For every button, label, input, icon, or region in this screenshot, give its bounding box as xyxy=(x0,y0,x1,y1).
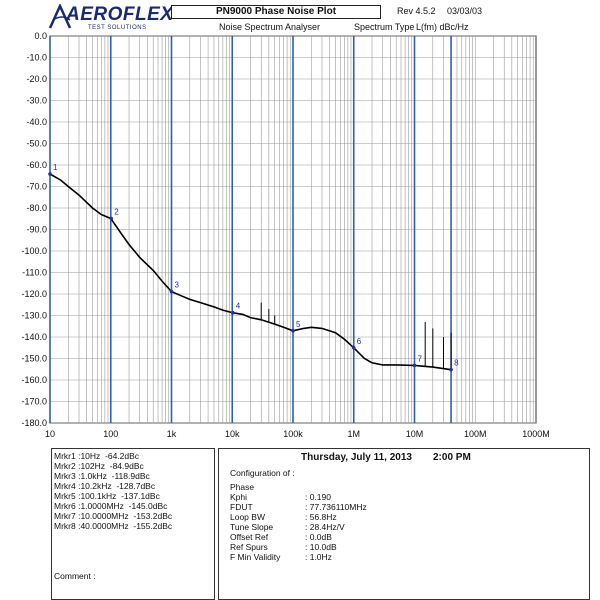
marker-label: 8 xyxy=(454,359,459,368)
x-tick-label: 10M xyxy=(406,429,424,439)
logo-subtext: TEST SOLUTIONS xyxy=(88,25,147,31)
config-label-tune-slope: Tune Slope xyxy=(230,522,274,532)
series-layer xyxy=(49,173,452,371)
x-tick-label: 100M xyxy=(464,429,487,439)
configuration-panel: Thursday, July 11, 2013 2:00 PM Configur… xyxy=(218,448,590,600)
y-tick-label: -170.0 xyxy=(21,397,47,407)
config-value-fdut: : 77.736110MHz xyxy=(305,502,367,512)
y-tick-label: -120.0 xyxy=(21,289,47,299)
config-value-loop-bw: : 56.8Hz xyxy=(305,512,337,522)
y-tick-label: -160.0 xyxy=(21,375,47,385)
revision-date: 03/03/03 xyxy=(447,6,483,16)
y-tick-label: -10.0 xyxy=(26,53,47,63)
marker-label: 6 xyxy=(357,337,362,346)
config-label-fdut: FDUT xyxy=(230,502,253,512)
logo-swoosh-icon xyxy=(48,4,72,29)
y-tick-label: -70.0 xyxy=(26,182,47,192)
config-value-kphi: : 0.190 xyxy=(305,492,331,502)
marker-label: 1 xyxy=(53,163,58,172)
marker-readout-4: Mrkr4 :10.2kHz -128.7dBc xyxy=(54,481,156,491)
y-tick-label: -180.0 xyxy=(21,418,47,428)
config-value-offset-ref: : 0.0dB xyxy=(305,532,332,542)
marker-readout-panel: Mrkr1 :10Hz -64.2dBc Mrkr2 :102Hz -84.9d… xyxy=(51,448,215,600)
y-tick-label: -110.0 xyxy=(22,268,47,278)
marker-readout-5: Mrkr5 :100.1kHz -137.1dBc xyxy=(54,491,160,501)
phase-noise-chart: 0.0 -10.0 -20.0 -30.0 -40.0 -50.0 -60.0 -70.0 -8… xyxy=(21,31,550,439)
chart-grid xyxy=(49,35,537,424)
y-tick-label: -30.0 xyxy=(26,96,47,106)
measurement-date: Thursday, July 11, 2013 xyxy=(301,452,412,463)
y-tick-label: -150.0 xyxy=(21,354,47,364)
config-label-offset-ref: Offset Ref xyxy=(230,532,269,542)
config-label-ref-spurs: Ref Spurs xyxy=(230,542,268,552)
config-value-tune-slope: : 28.4Hz/V xyxy=(305,522,345,532)
marker-point xyxy=(412,363,417,368)
y-tick-label: -130.0 xyxy=(21,311,47,321)
y-tick-label: -50.0 xyxy=(26,139,47,149)
comment-label: Comment : xyxy=(54,571,96,581)
x-tick-label: 100k xyxy=(283,429,303,439)
measurement-time: 2:00 PM xyxy=(433,452,471,463)
marker-readout-8: Mrkr8 :40.0000MHz -155.2dBc xyxy=(54,521,173,531)
config-label-loop-bw: Loop BW xyxy=(230,512,265,522)
marker-point xyxy=(449,367,453,372)
config-label-f-min-validity: F Min Validity xyxy=(230,552,281,562)
marker-label: 7 xyxy=(418,354,423,363)
marker-point xyxy=(48,172,52,176)
marker-point xyxy=(291,328,295,333)
config-label-phase: Phase xyxy=(230,482,255,492)
plot-title: PN9000 Phase Noise Plot xyxy=(171,5,381,19)
x-tick-label: 10 xyxy=(45,429,55,439)
config-title: Configuration of : xyxy=(230,468,295,478)
logo-text: AEROFLEX xyxy=(66,4,174,25)
x-tick-label: 100 xyxy=(103,429,118,439)
x-tick-label: 10k xyxy=(225,429,240,439)
analyser-label: Noise Spectrum Analyser xyxy=(219,22,321,32)
marker-readout-3: Mrkr3 :1.0kHz -118.9dBc xyxy=(54,471,150,481)
marker-readout-1: Mrkr1 :10Hz -64.2dBc xyxy=(54,451,140,461)
y-tick-label: -40.0 xyxy=(26,117,47,127)
marker-label: 5 xyxy=(296,320,301,329)
marker-layer: 1 2 3 4 5 6 7 8 xyxy=(48,163,459,372)
marker-point xyxy=(169,289,174,294)
marker-label: 4 xyxy=(236,302,241,311)
marker-point xyxy=(230,310,235,315)
x-tick-label: 1M xyxy=(347,429,360,439)
x-tick-labels: 10 100 1k 10k 100k 1M 10M 100M 1000M xyxy=(45,429,550,439)
y-tick-label: -80.0 xyxy=(26,203,47,213)
y-tick-label: -90.0 xyxy=(26,225,47,235)
marker-readout-2: Mrkr2 :102Hz -84.9dBc xyxy=(54,461,144,471)
x-tick-label: 1k xyxy=(167,429,177,439)
spectrum-type-label: Spectrum Type xyxy=(354,22,415,32)
spectrum-type-value: L(fm) dBc/Hz xyxy=(416,22,469,32)
marker-label: 2 xyxy=(114,208,119,217)
config-value-ref-spurs: : 10.0dB xyxy=(305,542,337,552)
marker-point xyxy=(109,216,114,221)
y-tick-labels: 0.0 -10.0 -20.0 -30.0 -40.0 -50.0 -60.0 -70.0 -8… xyxy=(21,31,47,428)
marker-label: 3 xyxy=(175,281,180,290)
revision-label: Rev 4.5.2 xyxy=(397,6,436,16)
marker-point xyxy=(351,345,356,350)
x-tick-label: 1000M xyxy=(522,429,550,439)
aeroflex-logo xyxy=(46,2,166,34)
y-tick-label: -60.0 xyxy=(26,160,47,170)
marker-readout-6: Mrkr6 :1.0000MHz -145.0dBc xyxy=(54,501,168,511)
y-tick-label: -140.0 xyxy=(21,332,47,342)
y-tick-label: -20.0 xyxy=(26,74,47,84)
marker-readout-7: Mrkr7 :10.0000MHz -153.2dBc xyxy=(54,511,173,521)
y-tick-label: -100.0 xyxy=(21,246,47,256)
config-value-f-min-validity: : 1.0Hz xyxy=(305,552,332,562)
phase-noise-series-line xyxy=(49,173,452,371)
config-label-kphi: Kphi xyxy=(230,492,248,502)
y-tick-label: 0.0 xyxy=(34,31,47,41)
